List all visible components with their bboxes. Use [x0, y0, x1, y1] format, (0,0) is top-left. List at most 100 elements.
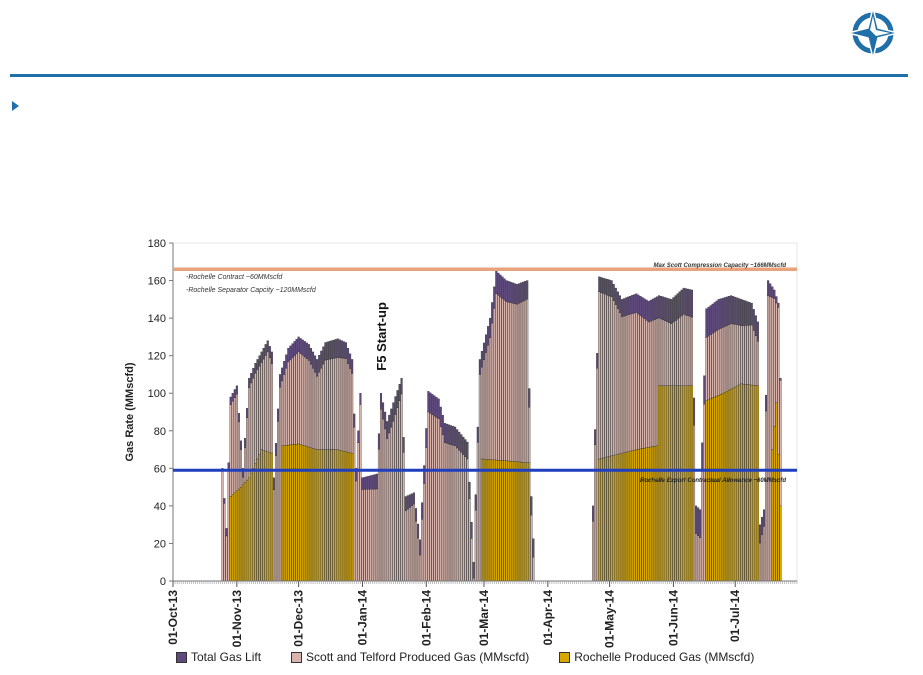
- bar-scott-telford: [618, 312, 621, 454]
- bar-rochelle: [485, 459, 488, 582]
- y-tick-label: 160: [148, 276, 166, 288]
- bar-gas-lift: [470, 521, 473, 539]
- bar-scott-telford: [279, 387, 282, 582]
- bar-rochelle: [293, 444, 296, 582]
- bar-rochelle: [487, 459, 490, 582]
- bar-gas-lift: [526, 280, 529, 300]
- bar-gas-lift: [528, 388, 531, 408]
- bar-rochelle: [649, 446, 652, 582]
- bar-gas-lift: [324, 342, 327, 361]
- bar-gas-lift: [293, 341, 296, 357]
- bar-gas-lift: [305, 342, 308, 359]
- bar-rochelle: [522, 462, 525, 582]
- bar-gas-lift: [682, 287, 685, 315]
- bar-gas-lift: [771, 286, 774, 298]
- bar-scott-telford: [272, 489, 275, 582]
- bar-rochelle: [305, 446, 308, 582]
- bar-gas-lift: [382, 402, 385, 420]
- bar-scott-telford: [256, 369, 259, 460]
- bar-scott-telford: [365, 489, 368, 582]
- bar-scott-telford: [353, 427, 356, 582]
- bar-gas-lift: [326, 341, 329, 360]
- bar-gas-lift: [237, 413, 240, 423]
- bar-gas-lift: [447, 424, 450, 445]
- bar-rochelle: [528, 462, 531, 582]
- y-tick-label: 60: [154, 463, 166, 475]
- bar-rochelle: [281, 445, 284, 582]
- bar-gas-lift: [676, 293, 679, 320]
- bar-scott-telford: [295, 353, 298, 445]
- bar-gas-lift: [482, 342, 485, 360]
- bar-scott-telford: [639, 315, 642, 449]
- bar-scott-telford: [328, 359, 331, 450]
- bar-gas-lift: [524, 281, 527, 301]
- bar-gas-lift: [765, 394, 768, 412]
- bar-scott-telford: [450, 444, 453, 582]
- legend-swatch-rochelle: [559, 651, 571, 663]
- bar-scott-telford: [351, 373, 354, 454]
- bar-scott-telford: [320, 367, 323, 450]
- bar-scott-telford: [287, 361, 290, 446]
- bar-scott-telford: [410, 505, 413, 582]
- bar-gas-lift: [664, 297, 667, 321]
- bar-scott-telford: [421, 519, 424, 582]
- bar-rochelle: [297, 443, 300, 582]
- bar-scott-telford: [417, 537, 420, 582]
- bar-scott-telford: [503, 300, 506, 461]
- bar-rochelle: [509, 460, 512, 582]
- bar-gas-lift: [344, 342, 348, 359]
- bar-gas-lift: [639, 296, 642, 316]
- bar-scott-telford: [285, 368, 288, 446]
- bar-scott-telford: [297, 351, 300, 445]
- bar-scott-telford: [375, 488, 378, 582]
- bar-scott-telford: [717, 329, 720, 396]
- bar-gas-lift: [223, 498, 226, 504]
- bar-scott-telford: [237, 421, 240, 490]
- bar-gas-lift: [474, 494, 477, 511]
- bar-rochelle: [643, 447, 646, 582]
- bar-gas-lift: [717, 299, 720, 330]
- bar-gas-lift: [338, 339, 341, 358]
- bar-scott-telford: [252, 377, 255, 469]
- bar-scott-telford: [684, 314, 687, 386]
- bar-gas-lift: [616, 291, 619, 309]
- bar-scott-telford: [404, 510, 407, 582]
- bar-gas-lift: [328, 341, 331, 360]
- bar-rochelle: [309, 447, 312, 582]
- bar-scott-telford: [614, 304, 617, 455]
- bar-gas-lift: [248, 378, 251, 388]
- bar-rochelle: [239, 486, 242, 582]
- bar-gas-lift: [347, 347, 350, 364]
- bar-scott-telford: [485, 352, 488, 460]
- bar-gas-lift: [239, 440, 242, 450]
- bar-gas-lift: [495, 270, 498, 294]
- plot-area: [172, 242, 798, 582]
- bar-scott-telford: [625, 315, 628, 453]
- bar-rochelle: [728, 389, 731, 582]
- bar-gas-lift: [396, 390, 399, 408]
- bar-gas-lift: [773, 289, 776, 299]
- bar-gas-lift: [699, 509, 702, 538]
- bar-scott-telford: [728, 324, 731, 391]
- bar-gas-lift: [266, 340, 269, 353]
- bar-scott-telford: [330, 358, 333, 450]
- bar-rochelle: [285, 445, 288, 582]
- bar-scott-telford: [464, 456, 467, 582]
- bar-gas-lift: [297, 336, 300, 353]
- bar-scott-telford: [653, 319, 656, 447]
- bar-gas-lift: [349, 353, 352, 369]
- bar-rochelle: [270, 453, 273, 582]
- bar-gas-lift: [390, 408, 393, 428]
- bar-gas-lift: [355, 468, 358, 482]
- bar-scott-telford: [707, 335, 710, 400]
- bar-scott-telford: [470, 538, 473, 582]
- bar-rochelle: [779, 505, 782, 582]
- bar-scott-telford: [612, 300, 615, 456]
- bar-rochelle: [723, 392, 726, 582]
- bar-gas-lift: [274, 443, 277, 456]
- bar-rochelle: [520, 461, 523, 582]
- y-tick-label: 80: [154, 426, 166, 438]
- bar-rochelle: [777, 454, 780, 582]
- bar-gas-lift: [610, 280, 613, 298]
- bar-rochelle: [655, 445, 658, 582]
